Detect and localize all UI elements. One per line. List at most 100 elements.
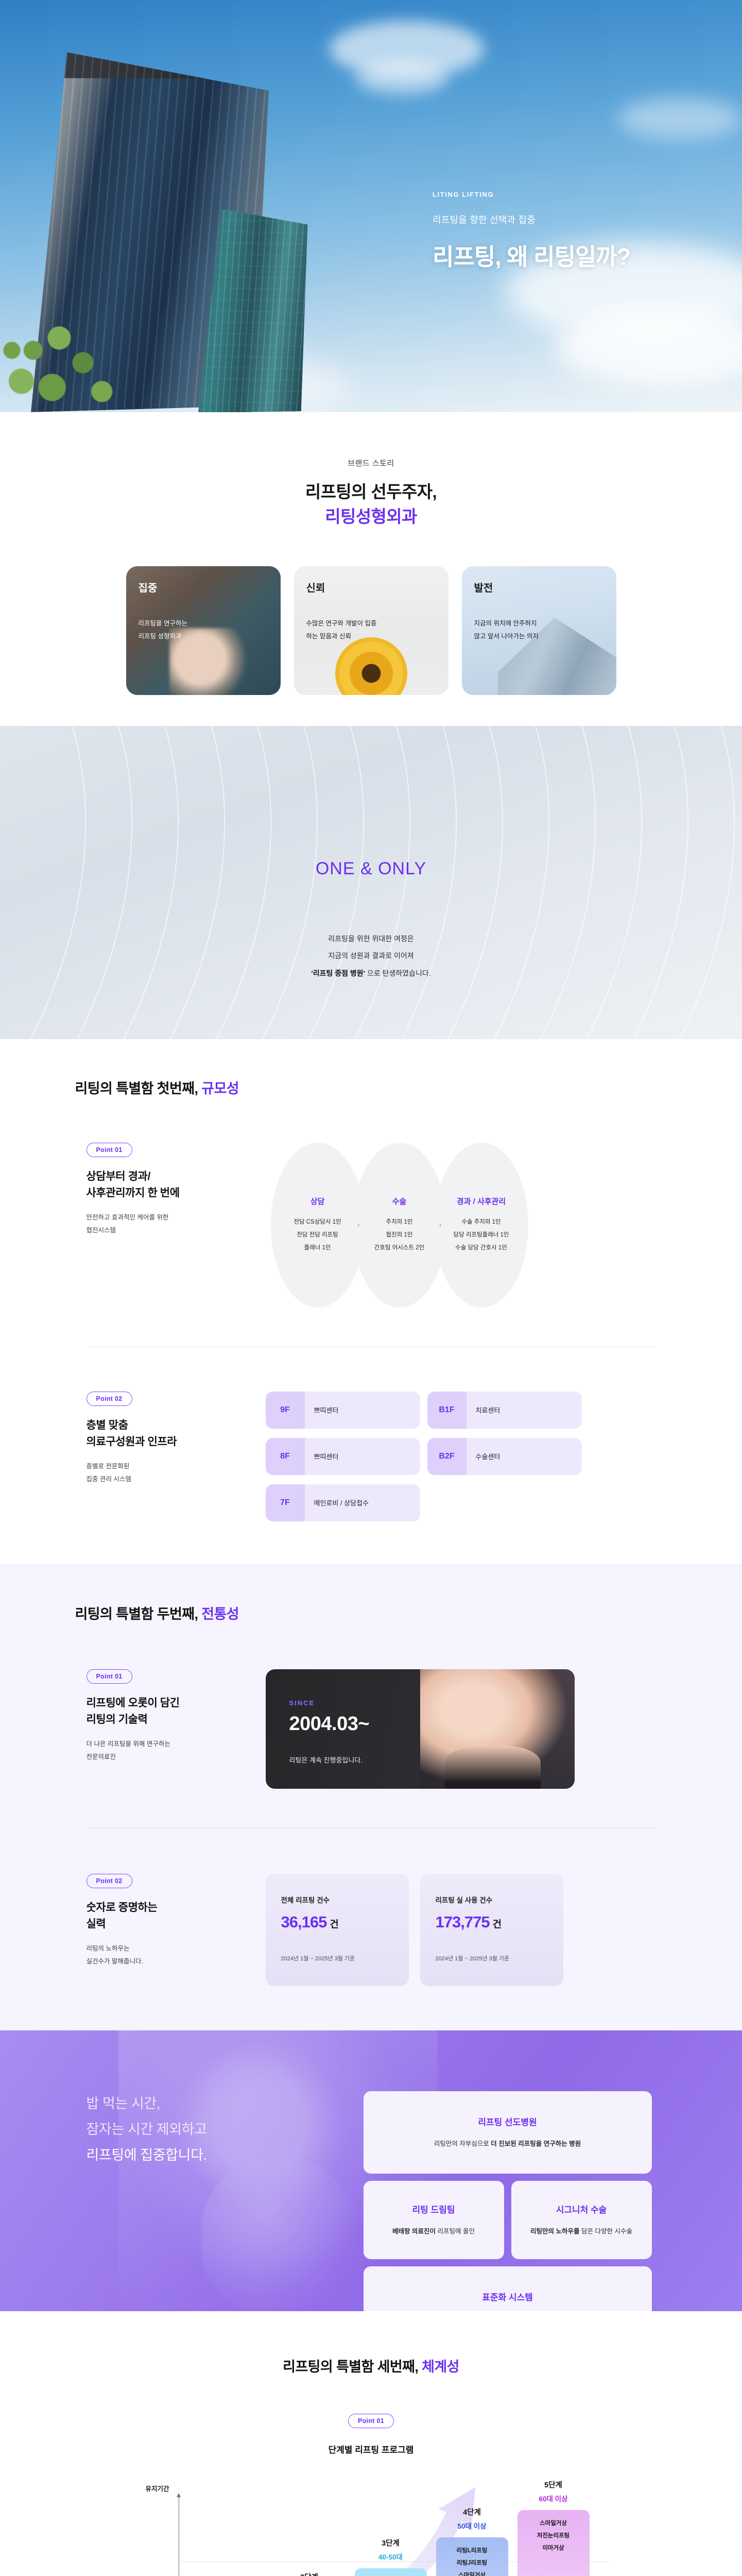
floor-row[interactable]: B1F 치료센터 (427, 1391, 582, 1429)
brand-card-title: 발전 (474, 582, 493, 594)
chart-bar-caption: 2단계30-40대 (273, 2571, 346, 2576)
chart-bar-stage: 3단계 (382, 2539, 400, 2548)
oval-title: 상담 (310, 1197, 325, 1207)
one-and-only-body: 리프팅을 위한 위대한 여정은 지금의 성원과 결과로 이어져 '리프팅 중점 … (0, 930, 742, 982)
floor-label: 쁘띠센터 (314, 1453, 339, 1461)
purple-banner-section: 밥 먹는 시간, 잠자는 시간 제외하고 리프팅에 집중합니다. 리프팅 선도병… (0, 2030, 742, 2311)
oo-line2: 지금의 성원과 결과로 이어져 (328, 952, 414, 960)
purple-card-signature-surgery[interactable]: 시그니처 수술 리팅만의 노하우를 담은 다양한 시수술 (511, 2180, 652, 2259)
statistic-label: 전체 리프팅 건수 (281, 1896, 330, 1904)
chart-bar-stage: 5단계 (544, 2481, 562, 2489)
wave-decoration (30, 725, 735, 1039)
oval-lines: 주치의 1인 협진의 1인 간호팀 어시스트 2인 (374, 1216, 424, 1254)
statistic-unit: 건 (330, 1919, 339, 1930)
oval-title: 수술 (392, 1197, 407, 1207)
floor-number: B2F (427, 1437, 467, 1475)
hero-subtitle: 리프팅을 향한 선택과 집중 (433, 215, 536, 225)
oo-line3-bold: '리프팅 중점 병원' (311, 969, 365, 977)
scale-point02-heading: 층별 맞춤 의료구성원과 인프라 (87, 1417, 266, 1451)
purple-card-list: 리프팅 선도병원 리팅만의 자부심으로 더 진보된 리프팅을 연구하는 병원 리… (363, 2091, 652, 2311)
tradition-title-highlight: 전통성 (201, 1606, 239, 1622)
point-badge-01: Point 01 (86, 1142, 132, 1157)
floor-row[interactable]: B2F 수술센터 (427, 1437, 582, 1475)
chart-bar-items: 리팅L리프팅리팅J리프팅스마일거상브이넥(VN)리프팅처진눈리프팅이마거상 (436, 2537, 508, 2576)
oval-line: 수술 담당 간호사 1인 (455, 1244, 507, 1251)
statistics-card-list: 전체 리프팅 건수 36,165 건 2024년 1월 ~ 2025년 3월 기준… (265, 1873, 563, 1986)
brand-eyebrow: 브랜드 스토리 (348, 459, 394, 468)
purple-card-standardized-system[interactable]: 표준화 시스템 빅데이터를 기반한 리팅 표준 가이드 제시 (363, 2266, 652, 2311)
lifting-program-chart: 유지기간 1단계30대 초반미니리프팅레이저/주사2단계30-40대스마일리프팅… (114, 2481, 629, 2576)
floor-row[interactable]: 8F 쁘띠센터 (265, 1437, 420, 1475)
scale-point01-row: Point 01 상담부터 경과/ 사후관리까지 한 번에 안전하고 효과적인 … (75, 1142, 667, 1308)
floor-column-upper: 9F 쁘띠센터 8F 쁘띠센터 7F 메인로비 / 상담접수 (265, 1391, 420, 1521)
program-title: 단계별 리프팅 프로그램 (328, 2445, 414, 2455)
brand-card-title: 신뢰 (306, 582, 325, 594)
brand-card-desc-line1: 지금의 위치에 안주하지 (474, 619, 537, 627)
desc-bold: 리팅만의 노하우를 (530, 2227, 580, 2235)
brand-card-desc-line2: 않고 앞서 나아가는 의지 (474, 632, 539, 640)
floor-directory: 9F 쁘띠센터 8F 쁘띠센터 7F 메인로비 / 상담접수 (265, 1391, 582, 1521)
chart-y-axis-label: 유지기간 (145, 2485, 169, 2493)
sunflower-photo (294, 566, 448, 695)
oo-line3-rest: 으로 탄생하였습니다. (365, 969, 431, 977)
brand-card[interactable]: 발전 지금의 위치에 안주하지 않고 앞서 나아가는 의지 (461, 566, 616, 695)
process-oval-surgery[interactable]: 수술 주치의 1인 협진의 1인 간호팀 어시스트 2인 (352, 1142, 446, 1308)
floor-row[interactable]: 7F 메인로비 / 상담접수 (265, 1484, 420, 1521)
brand-card[interactable]: 신뢰 수많은 연구와 개발이 입증 하는 믿음과 신뢰 (294, 566, 448, 695)
chart-bar-age: 50대 이상 (457, 2522, 487, 2530)
process-oval-consultation[interactable]: 상담 전담 CS상담사 1인 전담 전담 리프팅 플래너 1인 (270, 1142, 365, 1308)
statistic-number: 36,165 (281, 1912, 327, 1931)
brand-title: 리프팅의 선두주자, 리팅성형외과 (0, 480, 742, 529)
purple-card-title: 표준화 시스템 (482, 2292, 533, 2302)
statistic-card[interactable]: 리프팅 실 사용 건수 173,775 건 2024년 1월 ~ 2025년 3월… (420, 1873, 563, 1986)
desc-line1: 안전하고 효과적인 케어를 위한 (86, 1213, 169, 1221)
statistic-card[interactable]: 전체 리프팅 건수 36,165 건 2024년 1월 ~ 2025년 3월 기준 (265, 1873, 409, 1986)
chevron-right-icon: › (439, 1221, 442, 1230)
scale-point02-desc: 층별로 전문화된 집중 관리 시스템 (87, 1460, 266, 1486)
scale-title: 리팅의 특별함 첫번째, 규모성 (75, 1077, 667, 1097)
purple-card-desc: 리팅만의 노하우를 담은 다양한 시수술 (530, 2226, 632, 2238)
desc-line1: 층별로 전문화된 (86, 1462, 130, 1470)
purple-card-title: 리팅 드림팀 (412, 2205, 455, 2215)
floor-number: 9F (265, 1391, 305, 1429)
chart-bar-item: 이마거상 (542, 2545, 564, 2551)
purple-card-leading-hospital[interactable]: 리프팅 선도병원 리팅만의 자부심으로 더 진보된 리프팅을 연구하는 병원 (363, 2091, 652, 2174)
scale-section: 리팅의 특별함 첫번째, 규모성 Point 01 상담부터 경과/ 사후관리까… (0, 1039, 742, 1564)
systematic-title: 리프팅의 특별함 세번째, 체계성 (0, 2355, 742, 2376)
heading-line2: 의료구성원과 인프라 (86, 1436, 177, 1448)
scale-point02-text: Point 02 층별 맞춤 의료구성원과 인프라 층별로 전문화된 집중 관리… (75, 1391, 266, 1486)
brand-title-line2: 리팅성형외과 (325, 506, 417, 526)
desc-line2: 집중 관리 시스템 (86, 1476, 131, 1483)
desc-plain: 리프팅에 올인 (436, 2227, 475, 2235)
brand-card[interactable]: 집중 리프팅을 연구하는 리프팅 성형외과 (126, 566, 281, 695)
chart-bar-item: 처진눈리프팅 (537, 2532, 570, 2539)
since-card[interactable]: SINCE 2004.03~ 리팅은 계속 진행중입니다. (265, 1669, 575, 1789)
point-badge-01: Point 01 (86, 1669, 132, 1684)
purple-line1: 밥 먹는 시간, (86, 2095, 161, 2111)
desc-line1: 리팅의 노하우는 (86, 1944, 130, 1952)
desc-bold: 베테랑 의료진이 (392, 2227, 436, 2235)
statistic-label: 리프팅 실 사용 건수 (435, 1896, 493, 1904)
floor-number: 7F (265, 1484, 305, 1521)
purple-card-dream-team[interactable]: 리팅 드림팀 베테랑 의료진이 리프팅에 올인 (363, 2180, 504, 2259)
oval-title: 경과 / 사후관리 (456, 1197, 506, 1207)
hero-title: 리프팅, 왜 리팅일까? (433, 244, 631, 270)
desc-line2: 전문의료진 (86, 1753, 116, 1761)
since-caption: 리팅은 계속 진행중입니다. (289, 1756, 363, 1764)
chart-bar-age: 60대 이상 (539, 2495, 568, 2503)
floor-row[interactable]: 9F 쁘띠센터 (265, 1391, 420, 1429)
statistic-note: 2024년 1월 ~ 2025년 3월 기준 (435, 1955, 510, 1962)
tradition-section: 리팅의 특별함 두번째, 전통성 Point 01 리프팅에 오롯이 담긴 리팅… (0, 1563, 742, 2030)
heading-line1: 리프팅에 오롯이 담긴 (86, 1697, 180, 1709)
floor-label: 메인로비 / 상담접수 (314, 1499, 369, 1507)
desc-bold: 더 진보된 리프팅을 연구하는 병원 (491, 2140, 581, 2147)
hero-section: LITING LIFTING 리프팅을 향한 선택과 집중 리프팅, 왜 리팅일… (0, 0, 742, 412)
purple-card-desc: 베테랑 의료진이 리프팅에 올인 (392, 2226, 475, 2238)
brand-card-desc: 지금의 위치에 안주하지 않고 앞서 나아가는 의지 (474, 617, 604, 643)
statistic-note: 2024년 1월 ~ 2025년 3월 기준 (281, 1955, 355, 1962)
process-oval-aftercare[interactable]: 경과 / 사후관리 수술 주치의 1인 담당 리프팅플래너 1인 수술 담당 간… (434, 1142, 528, 1308)
brand-card-desc: 수많은 연구와 개발이 입증 하는 믿음과 신뢰 (306, 617, 436, 643)
chart-bar-item: 리팅J리프팅 (456, 2560, 488, 2566)
